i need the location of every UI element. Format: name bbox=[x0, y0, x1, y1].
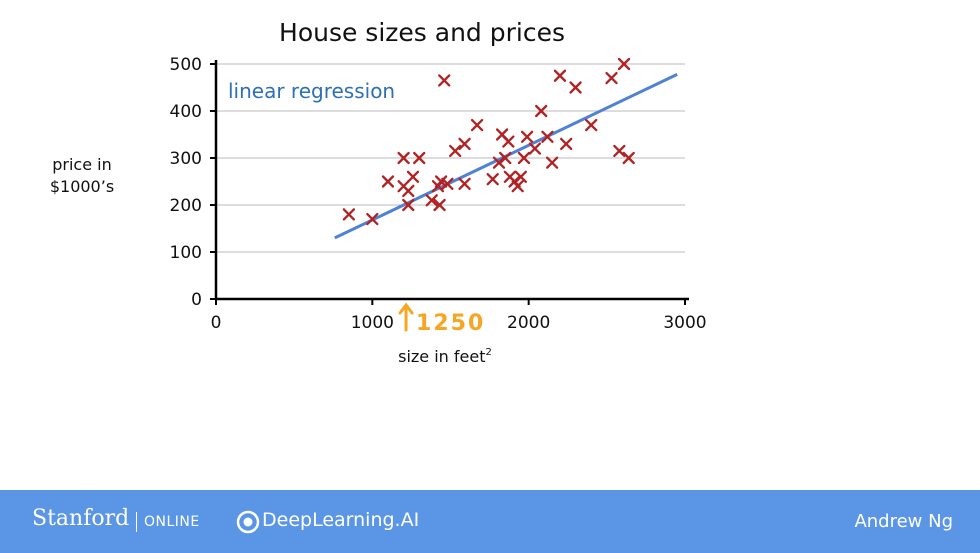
data-point bbox=[613, 144, 626, 158]
line-annotation: linear regression bbox=[228, 79, 395, 103]
y-tick-label: 300 bbox=[170, 149, 202, 169]
presenter-name: Andrew Ng bbox=[854, 511, 953, 532]
data-point bbox=[541, 130, 554, 144]
data-point bbox=[514, 170, 527, 183]
data-point bbox=[569, 81, 582, 94]
tick-labels: 0 100 200 300 400 500 0 1000 2000 3000 bbox=[170, 55, 707, 333]
footer-bar: Stanford ONLINE DeepLearning.AI Andrew N… bbox=[0, 490, 980, 553]
online-label: ONLINE bbox=[144, 514, 200, 530]
hand-note-text: 1250 bbox=[416, 311, 485, 336]
y-tick-label: 400 bbox=[170, 102, 202, 122]
data-point bbox=[617, 57, 631, 71]
data-point bbox=[441, 177, 454, 191]
data-point bbox=[499, 151, 512, 165]
data-point bbox=[406, 170, 420, 183]
footer-divider bbox=[136, 512, 137, 532]
scatter-chart: House sizes and prices 01002003004005000… bbox=[50, 18, 707, 366]
data-point bbox=[413, 151, 426, 165]
y-tick-label: 100 bbox=[170, 243, 202, 263]
x-tick-label: 0 bbox=[211, 313, 222, 333]
data-point bbox=[486, 172, 499, 186]
y-tick-label: 500 bbox=[170, 55, 202, 75]
data-points bbox=[342, 57, 635, 226]
data-point bbox=[535, 104, 548, 118]
hand-note-arrow-icon bbox=[398, 302, 414, 332]
data-point bbox=[520, 130, 534, 144]
data-point bbox=[560, 137, 573, 151]
data-point bbox=[622, 151, 635, 165]
data-point bbox=[585, 118, 598, 132]
data-point bbox=[434, 175, 448, 188]
data-point bbox=[517, 151, 531, 165]
data-point bbox=[402, 198, 415, 212]
data-point bbox=[381, 175, 395, 188]
data-point bbox=[449, 144, 462, 158]
data-point bbox=[342, 208, 356, 221]
x-tick-label: 2000 bbox=[507, 313, 550, 333]
data-point bbox=[438, 74, 451, 87]
deeplearning-label: DeepLearning.AI bbox=[262, 509, 420, 531]
stanford-logo: Stanford bbox=[32, 506, 130, 531]
slide: House sizes and prices 0 100 200 300 400 500 0… bbox=[49, 18, 707, 366]
y-axis-label-line1: price in bbox=[52, 155, 112, 174]
data-point bbox=[397, 151, 410, 165]
y-axis-label-line2: $1000’s bbox=[50, 177, 114, 196]
data-point bbox=[545, 156, 559, 169]
data-point bbox=[553, 69, 567, 82]
x-axis-label: size in feet2 bbox=[398, 347, 492, 366]
y-tick-label: 0 bbox=[191, 290, 202, 310]
chart-title: House sizes and prices bbox=[279, 18, 565, 47]
data-point bbox=[470, 118, 484, 132]
data-point bbox=[528, 142, 542, 155]
data-point bbox=[511, 180, 524, 193]
data-point bbox=[425, 194, 438, 207]
axes bbox=[210, 60, 689, 305]
x-tick-label: 1000 bbox=[351, 313, 394, 333]
data-point bbox=[433, 198, 446, 212]
x-tick-label: 3000 bbox=[663, 313, 706, 333]
data-point bbox=[366, 212, 379, 226]
x-axis-label-text: size in feet bbox=[398, 347, 485, 366]
x-axis-label-superscript: 2 bbox=[486, 347, 492, 358]
grid-lines bbox=[216, 63, 685, 253]
data-point bbox=[458, 137, 471, 151]
deeplearning-logo-icon bbox=[236, 510, 260, 534]
hand-note: 1250 bbox=[398, 302, 485, 336]
y-tick-label: 200 bbox=[170, 196, 202, 216]
data-point bbox=[502, 135, 515, 148]
data-point bbox=[605, 71, 618, 85]
data-point bbox=[458, 177, 471, 191]
data-point bbox=[402, 184, 415, 198]
